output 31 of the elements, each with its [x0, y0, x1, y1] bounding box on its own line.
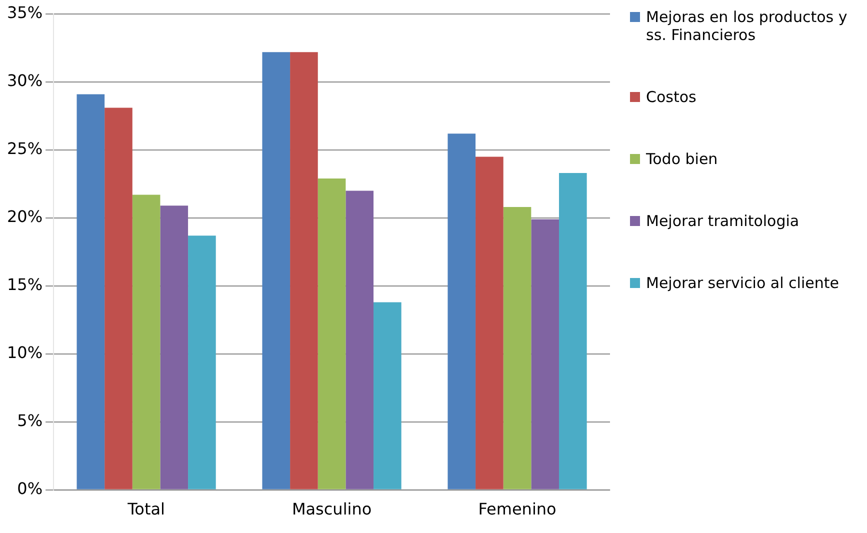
- legend-label: Mejorar servicio al cliente: [646, 274, 839, 292]
- y-tick-label: 5%: [17, 410, 43, 430]
- y-tick-label: 0%: [17, 478, 43, 498]
- bar: [160, 206, 188, 490]
- y-tick-label: 20%: [7, 207, 43, 226]
- bar: [188, 236, 216, 490]
- x-tick-label: Masculino: [292, 500, 372, 519]
- bar: [448, 134, 476, 490]
- legend-label: Mejoras en los productos y ss. Financieros: [646, 8, 848, 44]
- y-tick-label: 10%: [7, 343, 43, 362]
- bar: [104, 108, 132, 490]
- bar: [558, 173, 587, 490]
- bar: [374, 302, 402, 490]
- y-tick-label: 35%: [7, 3, 43, 22]
- bar: [262, 52, 290, 490]
- bar: [503, 207, 532, 490]
- bar: [476, 156, 504, 490]
- x-tick-label: Total: [126, 500, 165, 519]
- bar: [290, 52, 318, 490]
- bar: [346, 190, 374, 490]
- bar: [132, 194, 160, 490]
- y-tick-label: 25%: [7, 139, 43, 158]
- bar: [531, 219, 559, 490]
- x-tick-label: Femenino: [478, 500, 556, 519]
- y-tick-label: 30%: [7, 71, 43, 90]
- y-tick-label: 15%: [7, 275, 43, 294]
- legend-label: Todo bien: [646, 150, 718, 168]
- legend-label: Mejorar tramitologia: [646, 212, 800, 230]
- legend-label: Costos: [646, 88, 696, 106]
- bar: [318, 178, 346, 490]
- bar: [76, 94, 105, 490]
